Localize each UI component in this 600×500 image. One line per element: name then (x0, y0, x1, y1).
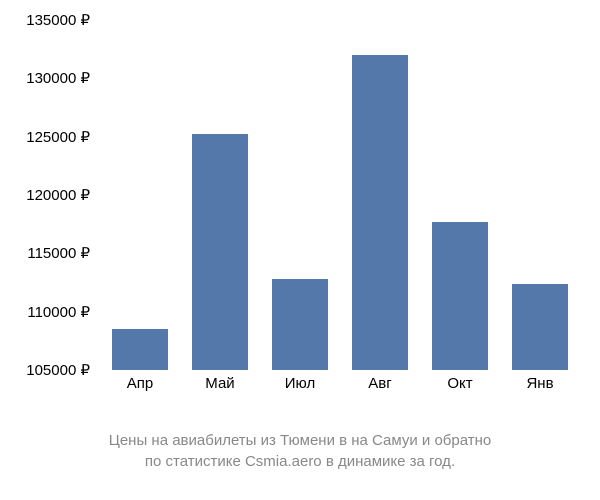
y-tick-label: 110000 ₽ (0, 303, 90, 321)
plot-area: 105000 ₽110000 ₽115000 ₽120000 ₽125000 ₽… (100, 20, 580, 370)
x-tick-label: Авг (368, 375, 391, 392)
x-tick-label: Апр (127, 375, 153, 392)
chart-caption: Цены на авиабилеты из Тюмени в на Самуи … (0, 430, 600, 472)
bar-chart: 105000 ₽110000 ₽115000 ₽120000 ₽125000 ₽… (100, 20, 580, 400)
bar (192, 134, 248, 370)
bar (272, 279, 328, 370)
bar (352, 55, 408, 370)
bar (432, 222, 488, 370)
caption-line-1: Цены на авиабилеты из Тюмени в на Самуи … (0, 430, 600, 451)
x-tick-label: Июл (285, 375, 315, 392)
y-axis: 105000 ₽110000 ₽115000 ₽120000 ₽125000 ₽… (0, 20, 95, 370)
x-tick-label: Окт (447, 375, 472, 392)
bar (512, 284, 568, 370)
x-tick-label: Янв (526, 375, 553, 392)
y-tick-label: 125000 ₽ (0, 128, 90, 146)
caption-line-2: по статистике Csmia.aero в динамике за г… (0, 451, 600, 472)
y-tick-label: 115000 ₽ (0, 244, 90, 262)
x-axis: Апр Май Июл Авг Окт Янв (100, 375, 580, 400)
y-tick-label: 105000 ₽ (0, 361, 90, 379)
bar (112, 329, 168, 370)
y-tick-label: 135000 ₽ (0, 11, 90, 29)
y-tick-label: 130000 ₽ (0, 69, 90, 87)
y-tick-label: 120000 ₽ (0, 186, 90, 204)
x-tick-label: Май (205, 375, 234, 392)
